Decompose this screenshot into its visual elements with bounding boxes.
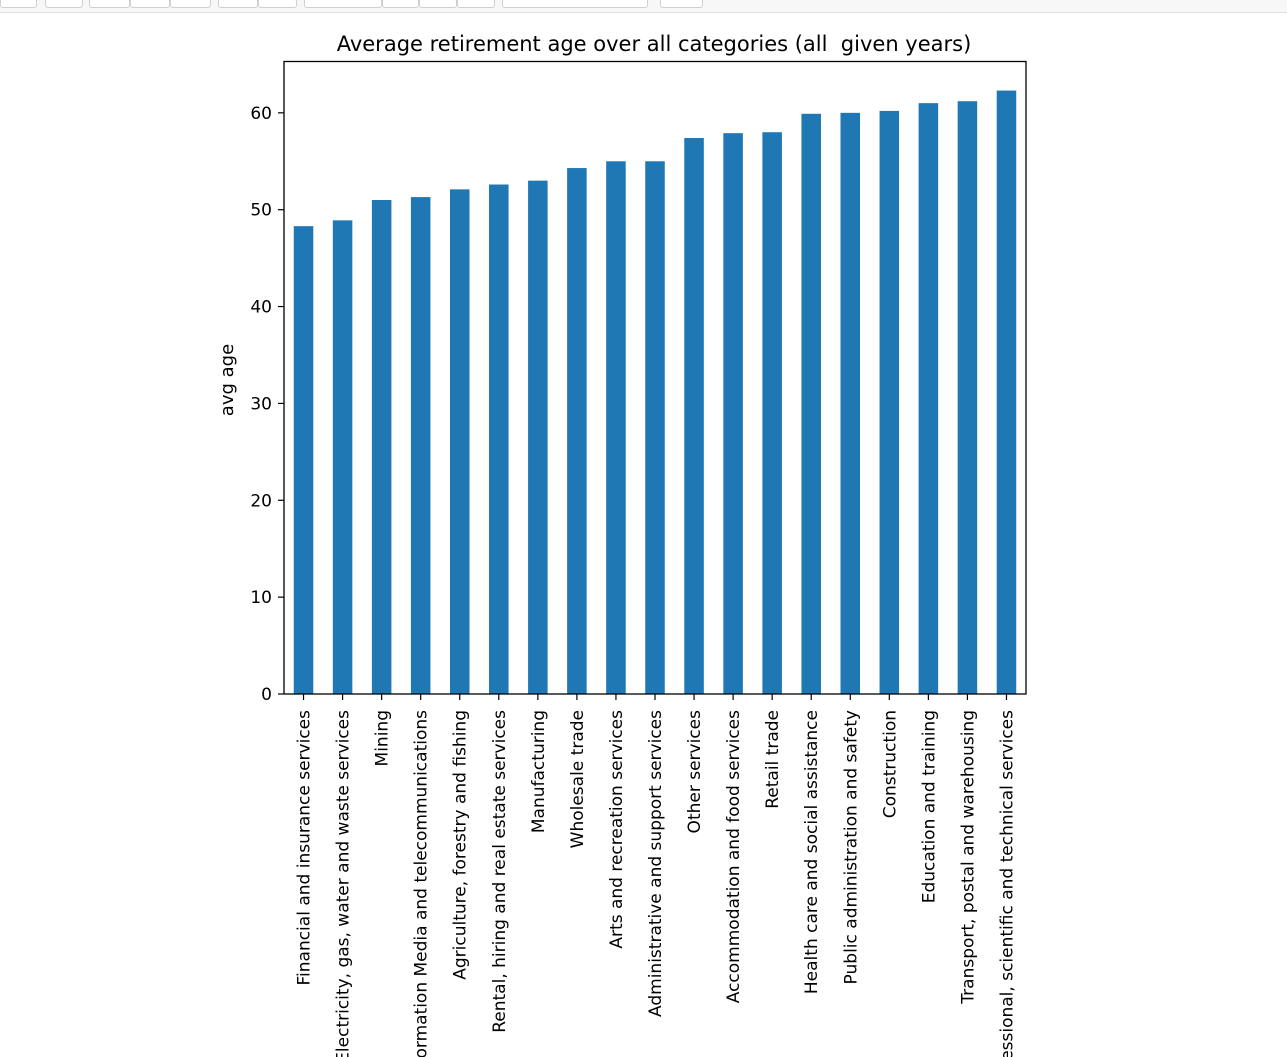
x-tick-label: Electricity, gas, water and waste servic…	[334, 710, 354, 1057]
bar	[293, 226, 314, 694]
x-tick-label: Rental, hiring and real estate services	[490, 710, 510, 1033]
y-tick-label: 40	[250, 298, 272, 318]
toolbar-button[interactable]	[457, 0, 495, 8]
toolbar-button[interactable]	[304, 0, 382, 8]
toolbar-button[interactable]	[130, 0, 170, 8]
x-axis: Financial and insurance services Electric…	[295, 694, 1017, 1057]
toolbar-button[interactable]	[218, 0, 258, 8]
bar	[840, 112, 861, 695]
x-tick-label: Financial and insurance services	[295, 710, 315, 986]
y-axis-label: avg age	[217, 344, 238, 416]
bar	[762, 132, 782, 694]
bar	[528, 180, 548, 694]
bar	[684, 138, 704, 694]
bar	[723, 133, 743, 694]
x-tick-label: Mining	[373, 710, 393, 766]
bar	[489, 184, 509, 694]
bar	[606, 161, 626, 694]
bar	[567, 168, 587, 695]
toolbar-button[interactable]	[0, 0, 37, 8]
toolbar-button[interactable]	[170, 0, 211, 8]
x-tick-label: Education and training	[919, 710, 939, 903]
x-tick-label: Retail trade	[763, 710, 783, 809]
notebook-toolbar	[0, 0, 1287, 13]
x-tick-label: Manufacturing	[529, 710, 549, 833]
x-tick-label: Transport, postal and warehousing	[958, 710, 978, 1005]
x-tick-label: Accommodation and food services	[724, 710, 744, 1003]
bar	[996, 90, 1017, 694]
cell-type-select[interactable]	[502, 0, 648, 8]
bar	[332, 220, 353, 694]
bar	[645, 161, 665, 694]
y-tick-label: 50	[250, 201, 272, 221]
bar	[371, 200, 392, 694]
x-tick-label: Arts and recreation services	[607, 710, 627, 949]
toolbar-button[interactable]	[419, 0, 457, 8]
x-tick-label: Administrative and support services	[646, 710, 666, 1017]
y-tick-label: 60	[250, 104, 272, 124]
y-tick-label: 0	[261, 685, 272, 705]
x-tick-label: Wholesale trade	[568, 710, 588, 848]
toolbar-button[interactable]	[258, 0, 297, 8]
bar	[801, 113, 821, 695]
y-tick-label: 10	[250, 588, 272, 608]
bars-group	[293, 90, 1017, 695]
y-axis: 0 10 20 30 40 50 60	[250, 104, 284, 705]
bar	[879, 110, 900, 694]
toolbar-button[interactable]	[89, 0, 130, 8]
bar	[410, 197, 431, 694]
x-tick-label: Information Media and telecommunications	[412, 710, 432, 1057]
bar	[957, 101, 978, 694]
y-tick-label: 30	[250, 394, 272, 414]
x-tick-label: Other services	[685, 710, 705, 834]
x-tick-label: Agriculture, forestry and fishing	[451, 710, 471, 980]
x-tick-label: Public administration and safety	[841, 710, 861, 984]
toolbar-button[interactable]	[660, 0, 703, 8]
toolbar-button[interactable]	[45, 0, 83, 8]
x-tick-label: Professional, scientific and technical s…	[997, 710, 1017, 1057]
x-tick-label: Health care and social assistance	[802, 710, 822, 994]
bar	[918, 103, 939, 694]
plot-frame	[283, 60, 1027, 695]
bar	[449, 189, 470, 695]
x-tick-label: Construction	[880, 710, 900, 818]
chart-title: Average retirement age over all categori…	[337, 32, 972, 56]
y-tick-label: 20	[250, 491, 272, 511]
toolbar-button[interactable]	[382, 0, 419, 8]
